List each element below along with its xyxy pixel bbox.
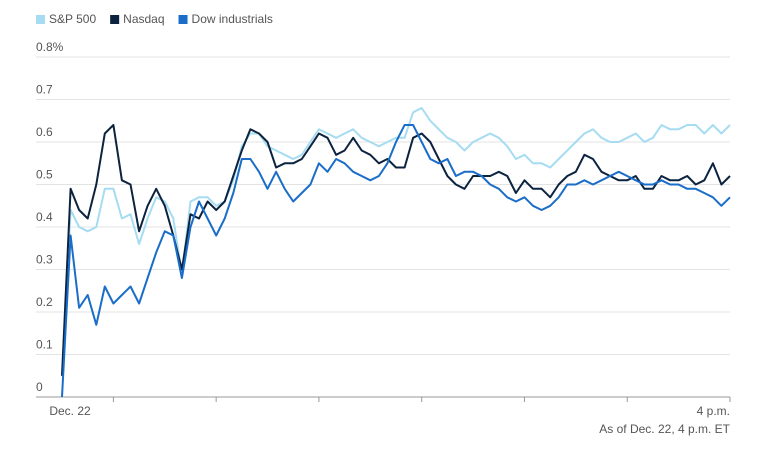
chart-note: As of Dec. 22, 4 p.m. ET	[599, 422, 730, 436]
y-tick-label: 0.2	[36, 295, 53, 309]
legend-label: Dow industrials	[192, 12, 273, 26]
series-line	[61, 124, 731, 398]
series-line	[61, 124, 731, 376]
y-tick-label: 0.4	[36, 210, 53, 224]
legend-label: Nasdaq	[123, 12, 164, 26]
x-tick-label: 4 p.m.	[697, 404, 730, 418]
y-tick-label: 0.5	[36, 168, 53, 182]
y-tick-label: 0.1	[36, 338, 53, 352]
y-tick-label: 0.7	[36, 83, 53, 97]
x-tick-label: Dec. 22	[49, 404, 91, 418]
legend-swatch	[36, 15, 45, 24]
series-line	[61, 107, 731, 376]
y-tick-label: 0.6	[36, 125, 53, 139]
y-tick-label: 0.8%	[36, 40, 64, 54]
y-tick-label: 0	[36, 380, 43, 394]
legend-swatch	[110, 15, 120, 24]
y-tick-label: 0.3	[36, 253, 53, 267]
legend-swatch	[178, 15, 188, 24]
legend-label: S&P 500	[49, 12, 96, 26]
